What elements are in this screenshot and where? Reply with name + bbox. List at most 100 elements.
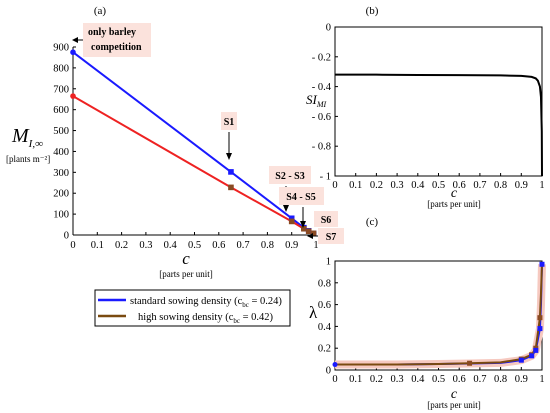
panel-b-x-tick-label: 0 (332, 180, 337, 191)
panel-a-series-1-line (72, 95, 317, 236)
s1-label-box (221, 112, 237, 130)
panel-a-x-tick-label: 0 (70, 240, 75, 251)
s7-arrow-head (307, 233, 313, 239)
panel-b-series-line (335, 73, 543, 177)
barley-annotation-line1: only barley (88, 27, 136, 38)
panel-b-xlabel: c (451, 186, 458, 201)
panel-a-x-tick-label: 0.5 (188, 240, 201, 251)
panel-c-x-tick-label: 0.3 (391, 374, 404, 385)
panel-c-marker (537, 315, 543, 321)
panel-b-y-tick-label: - 0.8 (312, 142, 331, 153)
panel-a-marker (228, 169, 234, 175)
panel-a-y-tick-label: 600 (53, 105, 69, 116)
panel-c: (c) λ c [parts per unit] 0 0.1 0.2 0.3 0.4 0.… (309, 216, 546, 410)
panel-c-y-tick-label: 0.4 (318, 322, 332, 333)
s23-label-box (269, 166, 311, 184)
panel-a: (a) MI,∞ [plants m⁻²] c [parts per unit]… (6, 5, 344, 327)
s23-arrow-head (283, 205, 289, 212)
panel-b-x-tick-label: 0.7 (473, 180, 486, 191)
panel-a-x-tick-label: 0.1 (91, 240, 104, 251)
panel-a-y-tick-label: 0 (64, 231, 69, 242)
panel-b-x-tick-label: 1 (539, 180, 544, 191)
legend-box (94, 289, 291, 327)
barley-annotation-line2: competition (91, 42, 142, 53)
panel-b-x-tick-label: 0.4 (411, 180, 425, 191)
panel-c-ylabel: λ (309, 303, 318, 322)
panel-c-marker (537, 326, 543, 332)
panel-c-plot-area: 0 0.1 0.2 0.3 0.4 0.5 0.6 0.7 0.8 0.9 1 0 0.2 0.4 0.6 0… (318, 257, 546, 385)
panel-a-y-tick-label: 400 (53, 147, 69, 158)
panel-b-plot-area: 0 0.1 0.2 0.3 0.4 0.5 0.6 0.7 0.8 0.9 1 0 - 0.2 - 0.4… (312, 23, 545, 192)
panel-c-marker (518, 357, 524, 363)
panel-a-x-tick-label: 0.6 (212, 240, 225, 251)
barley-arrow-head (72, 37, 78, 43)
panel-b-xlabel-units: [parts per unit] (427, 199, 480, 209)
panel-b-y-tick-label: - 0.6 (312, 112, 331, 123)
s7-label-box (318, 228, 344, 244)
panel-a-x-tick-label: 0.3 (139, 240, 152, 251)
panel-c-marker (332, 362, 338, 368)
panel-b-y-tick-label: 0 (326, 23, 331, 34)
panel-a-xlabel: c (182, 249, 190, 268)
panel-a-x-tick-label: 0.8 (261, 240, 274, 251)
panel-c-x-tick-label: 0.1 (349, 374, 362, 385)
panel-a-x-tick-label: 0.9 (285, 240, 298, 251)
panel-c-xlabel: c (451, 387, 458, 402)
s23-label: S2 - S3 (275, 171, 304, 182)
panel-c-x-tick-label: 0 (332, 374, 337, 385)
panel-b-y-tick-label: - 0.2 (312, 52, 331, 63)
panel-c-y-tick-label: 1 (326, 257, 331, 268)
panel-c-y-tick-label: 0 (326, 366, 331, 377)
panel-b-x-tick-label: 0.6 (453, 180, 466, 191)
panel-c-marker (533, 347, 539, 353)
s45-label: S4 - S5 (286, 192, 315, 203)
panel-a-x-tick-label: 0.4 (164, 240, 178, 251)
panel-c-marker (529, 353, 535, 359)
panel-c-y-tick-label: 0.6 (318, 300, 331, 311)
panel-a-marker (301, 225, 307, 232)
panel-a-x-tick-label: 1 (313, 240, 318, 251)
s1-label: S1 (224, 117, 235, 128)
panel-a-annotations: only barley competition S1 S2 - S3 S4 - … (72, 23, 344, 244)
panel-a-marker (70, 49, 76, 56)
panel-b-ylabel: SIMI (306, 92, 327, 109)
s45-arrow-head (300, 221, 306, 228)
panel-a-ylabel: MI,∞ (11, 125, 43, 150)
panel-c-x-tick-label: 0.9 (515, 374, 528, 385)
panel-a-y-tick-label: 700 (53, 84, 69, 95)
panel-a-xlabel-units: [parts per unit] (159, 269, 212, 279)
panel-c-series-1-line (335, 263, 543, 366)
panel-a-marker (288, 215, 295, 222)
panel-a-x-tick-label: 0.7 (237, 240, 250, 251)
panel-c-frame (334, 260, 543, 371)
panel-c-y-tick-label: 0.2 (318, 344, 331, 355)
panel-c-x-tick-label: 1 (539, 374, 544, 385)
panel-a-y-tick-label: 800 (53, 63, 69, 74)
panel-a-legend: standard sowing density (cbc = 0.24) hig… (94, 289, 291, 327)
panel-c-y-tick-label: 0.8 (318, 278, 331, 289)
panel-a-marker (310, 230, 317, 237)
legend-label-standard: standard sowing density (cbc = 0.24) (130, 296, 282, 309)
panel-b-label: (b) (366, 5, 379, 17)
panel-c-highlight (335, 264, 546, 369)
panel-c-x-tick-label: 0.8 (494, 374, 507, 385)
panel-c-x-tick-label: 0.4 (411, 374, 425, 385)
panel-b-x-tick-label: 0.8 (494, 180, 507, 191)
panel-c-x-tick-label: 0.2 (370, 374, 383, 385)
panel-a-plot-area: 0 0.1 0.2 0.3 0.4 0.5 0.6 0.7 0.8 0.9 1 0 100 200 300 4… (53, 43, 318, 252)
panel-b-x-tick-label: 0.2 (370, 180, 383, 191)
panel-a-y-tick-label: 900 (53, 43, 69, 54)
panel-a-marker (228, 184, 234, 191)
panel-a-ylabel-units: [plants m⁻²] (6, 154, 50, 164)
panel-c-x-tick-label: 0.5 (432, 374, 445, 385)
panel-a-y-tick-label: 500 (53, 126, 69, 137)
panel-a-label: (a) (94, 5, 107, 17)
s45-label-box (279, 187, 324, 205)
panel-b-frame (334, 26, 543, 177)
s1-arrow-head (226, 153, 232, 160)
panel-a-y-tick-label: 100 (53, 210, 69, 221)
s6-label: S6 (321, 215, 332, 226)
panel-b-x-tick-label: 0.3 (391, 180, 404, 191)
panel-c-series-0-line (335, 264, 543, 366)
panel-c-xlabel-units: [parts per unit] (427, 400, 480, 410)
